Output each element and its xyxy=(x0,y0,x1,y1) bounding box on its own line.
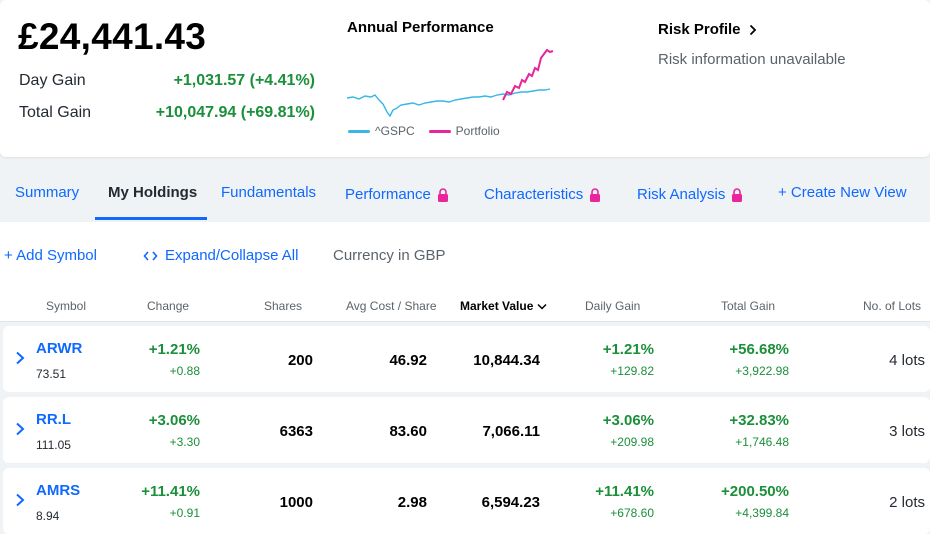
column-market-value[interactable]: Market Value xyxy=(460,299,547,313)
column-avg-cost[interactable]: Avg Cost / Share xyxy=(346,299,437,313)
risk-profile-link[interactable]: Risk Profile xyxy=(658,21,757,38)
holdings-toolbar: + Add Symbol Expand/Collapse All Currenc… xyxy=(0,222,930,292)
lock-icon xyxy=(437,187,448,202)
daily-gain-absolute: +209.98 xyxy=(610,435,654,449)
symbol-link[interactable]: AMRS xyxy=(36,482,81,499)
lots-count[interactable]: 3 lots xyxy=(889,423,925,440)
lots-count[interactable]: 4 lots xyxy=(889,352,925,369)
tab-my-holdings[interactable]: My Holdings xyxy=(108,184,198,201)
market-value: 6,594.23 xyxy=(481,494,540,511)
chevron-right-icon[interactable] xyxy=(14,492,26,508)
market-value: 10,844.34 xyxy=(473,352,540,369)
gspc-line xyxy=(346,88,551,118)
day-gain-row: Day Gain +1,031.57 (+4.41%) xyxy=(19,72,315,90)
tab-performance[interactable]: Performance xyxy=(345,186,449,203)
shares-value: 200 xyxy=(287,352,313,369)
column-symbol[interactable]: Symbol xyxy=(46,299,87,313)
change-absolute: +3.30 xyxy=(169,435,200,449)
day-gain-label: Day Gain xyxy=(19,72,86,89)
chevron-right-icon[interactable] xyxy=(14,421,26,437)
total-gain-row: Total Gain +10,047.94 (+69.81%) xyxy=(19,104,315,122)
total-gain-absolute: +1,746.48 xyxy=(735,435,789,449)
total-gain-percent: +32.83% xyxy=(729,412,789,429)
risk-profile-subtitle: Risk information unavailable xyxy=(658,51,846,68)
change-absolute: +0.88 xyxy=(169,364,200,378)
daily-gain-absolute: +129.82 xyxy=(610,364,654,378)
change-percent: +3.06% xyxy=(148,412,200,429)
symbol-link[interactable]: ARWR xyxy=(36,340,83,357)
change-percent: +11.41% xyxy=(141,483,200,500)
tab-characteristics[interactable]: Characteristics xyxy=(484,186,601,203)
portfolio-line xyxy=(502,48,554,101)
daily-gain-percent: +3.06% xyxy=(602,412,654,429)
holdings-table-header: Symbol Change Shares Avg Cost / Share Ma… xyxy=(0,292,930,322)
lock-icon xyxy=(732,187,743,202)
add-symbol-button[interactable]: + Add Symbol xyxy=(4,247,97,264)
table-row[interactable]: AMRS 8.94 +11.41% +0.91 1000 2.98 6,594.… xyxy=(3,468,930,534)
currency-label: Currency in GBP xyxy=(333,247,446,264)
view-tabs: Summary My Holdings Fundamentals Perform… xyxy=(0,170,930,222)
day-gain-value: +1,031.57 (+4.41%) xyxy=(173,72,315,89)
shares-value: 6363 xyxy=(279,423,313,440)
legend-gspc: ^GSPC xyxy=(348,124,415,138)
tab-summary[interactable]: Summary xyxy=(15,184,80,201)
total-gain-absolute: +4,399.84 xyxy=(735,506,789,520)
total-gain-value: +10,047.94 (+69.81%) xyxy=(155,104,315,121)
column-lots[interactable]: No. of Lots xyxy=(863,299,922,313)
column-shares[interactable]: Shares xyxy=(264,299,303,313)
risk-profile-title: Risk Profile xyxy=(658,21,741,38)
lots-count[interactable]: 2 lots xyxy=(889,494,925,511)
change-percent: +1.21% xyxy=(148,341,200,358)
legend-portfolio: Portfolio xyxy=(428,124,500,138)
avg-cost-value: 2.98 xyxy=(397,494,427,511)
annual-performance-sparkline xyxy=(346,48,554,118)
shares-value: 1000 xyxy=(279,494,313,511)
daily-gain-absolute: +678.60 xyxy=(610,506,654,520)
daily-gain-percent: +1.21% xyxy=(602,341,654,358)
annual-performance-title: Annual Performance xyxy=(347,19,494,36)
tab-risk-analysis[interactable]: Risk Analysis xyxy=(637,186,743,203)
symbol-price: 73.51 xyxy=(36,367,67,381)
chevron-right-icon[interactable] xyxy=(14,350,26,366)
change-absolute: +0.91 xyxy=(169,506,200,520)
expand-collapse-icon xyxy=(143,250,158,261)
lock-icon xyxy=(590,187,601,202)
symbol-price: 8.94 xyxy=(36,509,60,523)
table-row[interactable]: ARWR 73.51 +1.21% +0.88 200 46.92 10,844… xyxy=(3,326,930,392)
portfolio-summary-card: £24,441.43 Day Gain +1,031.57 (+4.41%) T… xyxy=(0,0,930,157)
expand-collapse-button[interactable]: Expand/Collapse All xyxy=(143,247,298,264)
table-row[interactable]: RR.L 111.05 +3.06% +3.30 6363 83.60 7,06… xyxy=(3,397,930,463)
symbol-price: 111.05 xyxy=(36,438,71,452)
column-total-gain[interactable]: Total Gain xyxy=(721,299,776,313)
avg-cost-value: 83.60 xyxy=(389,423,427,440)
performance-legend: ^GSPC Portfolio xyxy=(348,124,500,138)
column-daily-gain[interactable]: Daily Gain xyxy=(585,299,641,313)
symbol-link[interactable]: RR.L xyxy=(36,411,71,428)
tab-fundamentals[interactable]: Fundamentals xyxy=(221,184,317,201)
column-change[interactable]: Change xyxy=(147,299,190,313)
market-value: 7,066.11 xyxy=(482,423,540,440)
avg-cost-value: 46.92 xyxy=(389,352,427,369)
chevron-right-icon xyxy=(749,24,756,35)
portfolio-total-value: £24,441.43 xyxy=(18,16,207,57)
chevron-down-icon xyxy=(537,303,547,310)
total-gain-label: Total Gain xyxy=(19,104,92,121)
active-tab-indicator xyxy=(95,217,207,220)
create-new-view-button[interactable]: + Create New View xyxy=(778,184,907,201)
total-gain-absolute: +3,922.98 xyxy=(735,364,789,378)
total-gain-percent: +56.68% xyxy=(729,341,789,358)
daily-gain-percent: +11.41% xyxy=(595,483,654,500)
total-gain-percent: +200.50% xyxy=(721,483,789,500)
